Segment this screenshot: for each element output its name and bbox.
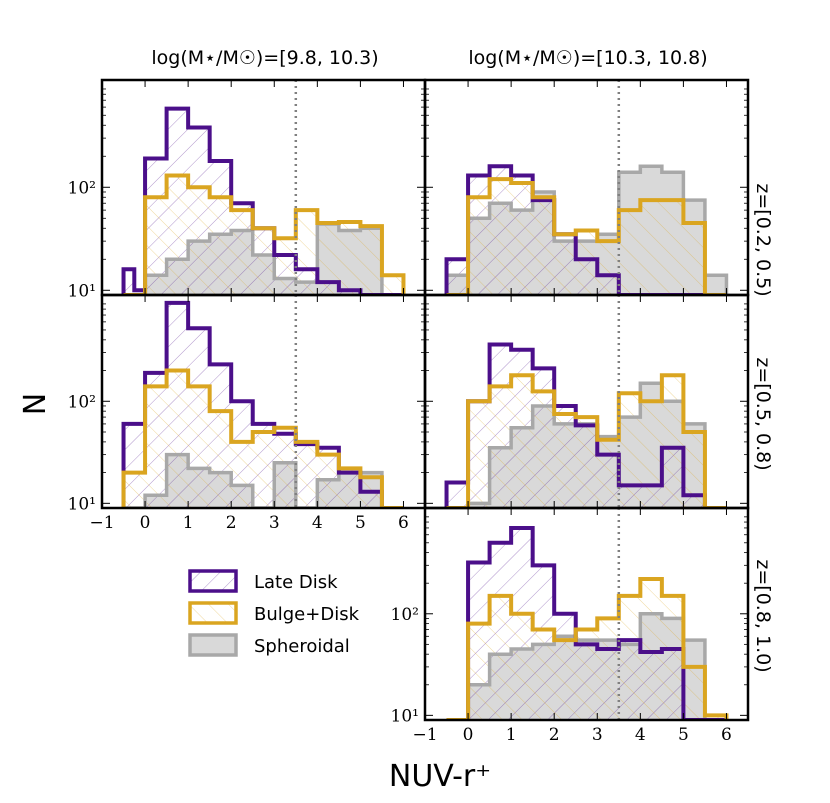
panel-plot-area <box>121 80 406 295</box>
bulge-hatch <box>123 175 404 295</box>
panel-plot-area <box>121 295 404 508</box>
bulge-outline <box>446 373 727 508</box>
x-tick-label: 1 <box>183 513 194 533</box>
legend-swatch-sph <box>188 633 238 657</box>
histogram-panels: 10¹ 10² −1 0 1 2 3 4 5 6 10¹ 10² −1 0 1 2 3 4 5 6 10¹ 10² <box>68 78 750 745</box>
x-tick-label: 1 <box>506 725 517 745</box>
bulge-outline <box>121 368 404 508</box>
bulge-hatch <box>123 370 404 508</box>
panel-r1-c1: 10¹ 10² <box>68 78 427 301</box>
x-tick-label: 6 <box>398 513 409 533</box>
panel-r1-c2 <box>423 78 750 297</box>
x-tick-label: −1 <box>412 725 437 745</box>
bulge-outline <box>446 177 727 295</box>
legend: Late Disk Bulge+Disk Spheroidal <box>188 569 360 657</box>
x-tick-label: 0 <box>140 513 151 533</box>
sph-outline <box>444 164 729 295</box>
panel-plot-area <box>444 295 727 508</box>
bulge-hatch <box>446 179 727 295</box>
legend-swatch-bulge <box>188 601 238 625</box>
late-outline <box>446 525 727 720</box>
panel-plot-area <box>446 508 729 720</box>
col-title-2: log(M⋆/M☉)=[10.3, 10.8) <box>468 47 707 69</box>
y-tick-label: 10¹ <box>68 281 96 301</box>
x-axis-label: NUV-r⁺ <box>389 759 491 794</box>
panel-r2-c1: −1 0 1 2 3 4 5 6 10¹ 10² <box>68 293 427 533</box>
late-outline <box>121 300 404 508</box>
legend-label-late: Late Disk <box>254 572 338 593</box>
y-tick-label: 10² <box>68 178 96 198</box>
x-tick-label: 3 <box>592 725 603 745</box>
panel-r3-c2: −1 0 1 2 3 4 5 6 10¹ 10² <box>391 506 750 745</box>
col-title-1: log(M⋆/M☉)=[9.8, 10.3) <box>151 47 378 69</box>
bulge-outline <box>446 576 729 720</box>
y-axis-label: N <box>18 393 53 415</box>
sph-outline <box>123 222 404 295</box>
x-tick-label: −1 <box>89 513 114 533</box>
y-tick-label: 10¹ <box>68 494 96 514</box>
late-outline <box>444 342 727 508</box>
x-tick-label: 5 <box>355 513 366 533</box>
x-tick-label: 4 <box>312 513 323 533</box>
x-tick-label: 2 <box>549 725 560 745</box>
y-tick-label: 10¹ <box>391 706 419 726</box>
x-tick-label: 0 <box>463 725 474 745</box>
x-tick-label: 2 <box>226 513 237 533</box>
bulge-hatch <box>446 375 727 508</box>
bulge-outline <box>123 173 406 295</box>
row-label-3: z=[0.8, 1.0) <box>752 559 774 672</box>
y-tick-label: 10² <box>68 392 96 412</box>
row-label-1: z=[0.2, 0.5) <box>752 183 774 296</box>
x-tick-label: 3 <box>269 513 280 533</box>
panel-plot-area <box>444 80 729 295</box>
panel-r2-c2 <box>423 293 750 510</box>
y-tick-label: 10² <box>391 605 419 625</box>
x-tick-label: 5 <box>678 725 689 745</box>
legend-label-bulge: Bulge+Disk <box>254 604 360 625</box>
x-tick-label: 4 <box>635 725 646 745</box>
legend-label-sph: Spheroidal <box>254 636 350 657</box>
legend-swatch-late <box>188 569 238 593</box>
x-tick-label: 6 <box>721 725 732 745</box>
row-label-2: z=[0.5, 0.8) <box>752 357 774 470</box>
